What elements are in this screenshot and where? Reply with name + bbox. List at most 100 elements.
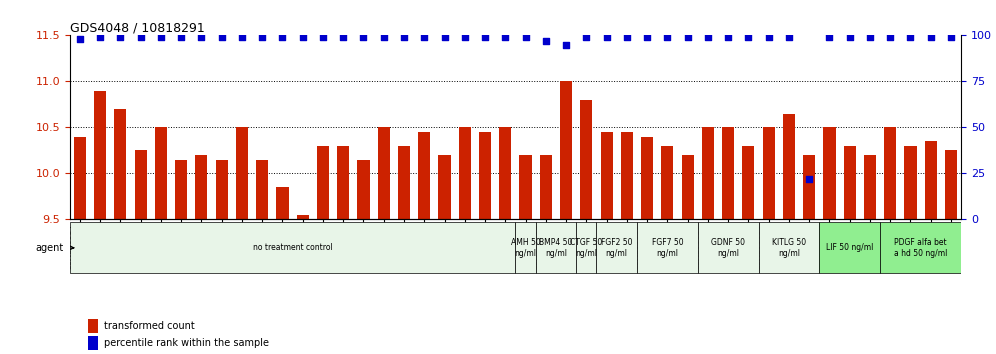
Text: FGF2 50
ng/ml: FGF2 50 ng/ml (601, 238, 632, 257)
Point (619, 34, 634, 40)
Bar (581, 100, 593, 219)
Bar (276, 187, 289, 219)
Point (113, 34, 128, 40)
Bar (945, 150, 957, 219)
Point (193, 34, 209, 40)
Point (579, 34, 595, 40)
Bar (256, 160, 268, 219)
Text: agent: agent (36, 243, 64, 253)
Text: GDS4048 / 10818291: GDS4048 / 10818291 (70, 21, 204, 34)
Point (720, 34, 736, 40)
Bar (742, 146, 755, 219)
Bar (115, 109, 126, 219)
Point (416, 34, 432, 40)
Bar (134, 150, 146, 219)
Point (457, 34, 473, 40)
Bar (641, 137, 653, 219)
Bar (884, 127, 896, 219)
Point (801, 176, 817, 182)
Point (882, 34, 898, 40)
Point (336, 34, 352, 40)
Bar (297, 215, 309, 219)
FancyBboxPatch shape (880, 222, 961, 273)
Text: percentile rank within the sample: percentile rank within the sample (104, 338, 269, 348)
Bar (88, 336, 99, 350)
Bar (377, 127, 389, 219)
Point (275, 34, 291, 40)
Point (781, 34, 797, 40)
FancyBboxPatch shape (70, 222, 516, 273)
Point (153, 34, 169, 40)
Text: GDNF 50
ng/ml: GDNF 50 ng/ml (711, 238, 745, 257)
Point (396, 34, 412, 40)
Bar (864, 155, 876, 219)
FancyBboxPatch shape (637, 222, 698, 273)
FancyBboxPatch shape (597, 222, 637, 273)
Point (518, 34, 534, 40)
Bar (88, 319, 99, 333)
Point (862, 34, 877, 40)
Point (538, 38, 554, 44)
Point (922, 34, 938, 40)
Text: LIF 50 ng/ml: LIF 50 ng/ml (826, 243, 873, 252)
Bar (520, 155, 532, 219)
Point (93, 34, 109, 40)
Point (356, 34, 372, 40)
Point (679, 34, 695, 40)
Bar (358, 160, 370, 219)
Bar (74, 137, 86, 219)
Point (132, 34, 148, 40)
Bar (459, 127, 471, 219)
Point (639, 34, 655, 40)
Bar (924, 141, 937, 219)
Point (943, 34, 959, 40)
Bar (154, 127, 167, 219)
Bar (540, 155, 552, 219)
Bar (803, 155, 816, 219)
FancyBboxPatch shape (820, 222, 880, 273)
Bar (702, 127, 714, 219)
Point (477, 34, 493, 40)
Point (234, 34, 250, 40)
Point (497, 34, 513, 40)
Text: PDGF alfa bet
a hd 50 ng/ml: PDGF alfa bet a hd 50 ng/ml (894, 238, 947, 257)
Point (740, 34, 756, 40)
Text: no treatment control: no treatment control (253, 243, 333, 252)
Bar (438, 155, 450, 219)
Bar (499, 127, 511, 219)
Bar (418, 132, 430, 219)
Point (659, 34, 675, 40)
Bar (621, 132, 632, 219)
Point (902, 34, 918, 40)
Bar (94, 91, 107, 219)
FancyArrowPatch shape (69, 246, 74, 250)
Bar (904, 146, 916, 219)
Bar (763, 127, 775, 219)
Point (72, 36, 88, 42)
Point (822, 34, 838, 40)
Bar (661, 146, 673, 219)
Text: AMH 50
ng/ml: AMH 50 ng/ml (511, 238, 541, 257)
Point (761, 34, 777, 40)
Bar (317, 146, 329, 219)
FancyBboxPatch shape (536, 222, 577, 273)
Point (436, 34, 452, 40)
Text: BMP4 50
ng/ml: BMP4 50 ng/ml (539, 238, 573, 257)
Bar (783, 114, 795, 219)
FancyBboxPatch shape (698, 222, 759, 273)
Bar (175, 160, 187, 219)
Point (214, 34, 230, 40)
Text: CTGF 50
ng/ml: CTGF 50 ng/ml (571, 238, 603, 257)
Bar (398, 146, 410, 219)
Bar (337, 146, 350, 219)
Point (558, 42, 574, 47)
Point (173, 34, 189, 40)
Bar (824, 127, 836, 219)
Bar (479, 132, 491, 219)
Bar (215, 160, 228, 219)
Text: transformed count: transformed count (104, 321, 194, 331)
Text: KITLG 50
ng/ml: KITLG 50 ng/ml (772, 238, 806, 257)
Bar (236, 127, 248, 219)
Bar (560, 81, 572, 219)
FancyBboxPatch shape (516, 222, 536, 273)
